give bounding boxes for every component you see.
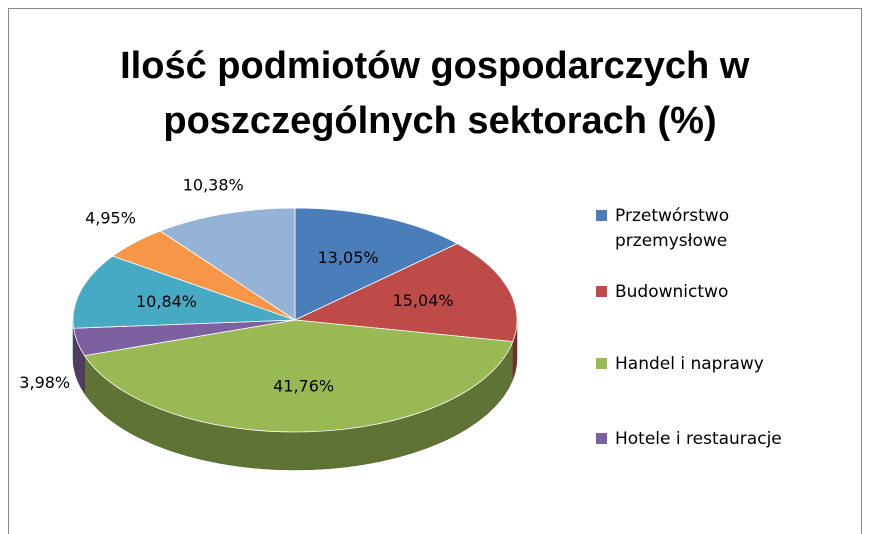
slice <box>293 243 518 343</box>
data-label: 3,98% <box>19 373 70 392</box>
slice <box>72 255 296 329</box>
title-line: Ilość podmiotów gospodarczych w <box>120 45 750 87</box>
data-label: 15,04% <box>393 291 454 310</box>
data-labels: 13,05% 15,04% 41,76% 3,98% 10,84% 4,95% 10,38% <box>19 175 453 395</box>
data-label: 4,95% <box>85 208 136 227</box>
legend-item: Hotele i restauracje <box>596 427 805 452</box>
legend-swatch <box>596 358 607 369</box>
legend-item: Handel i naprawy <box>596 352 805 377</box>
legend-item: Przetwórstwo przemysłowe <box>596 204 745 254</box>
title-line: poszczególnych sektorach (%) <box>163 100 716 142</box>
slice <box>83 319 514 433</box>
legend-swatch <box>596 433 607 444</box>
legend-label: Budownictwo <box>615 282 729 302</box>
slice <box>159 207 296 321</box>
slice <box>294 207 459 321</box>
legend-label: Przetwórstwo przemysłowe <box>615 206 730 251</box>
pie-tops <box>72 207 518 433</box>
data-label: 13,05% <box>318 248 379 267</box>
legend-label: Handel i naprawy <box>615 354 764 374</box>
legend-swatch <box>596 286 607 297</box>
legend-label: Hotele i restauracje <box>615 429 782 449</box>
data-label: 10,84% <box>136 292 197 311</box>
data-label: 41,76% <box>273 377 334 396</box>
legend-swatch <box>596 210 607 221</box>
data-label: 10,38% <box>183 175 244 194</box>
chart-title: Ilość podmiotów gospodarczych w poszczeg… <box>120 45 760 142</box>
legend-item: Budownictwo <box>596 280 805 305</box>
